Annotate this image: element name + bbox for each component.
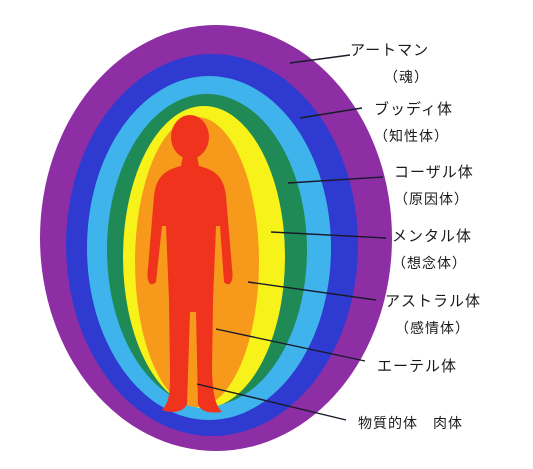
label-mental-name: メンタル体: [392, 227, 472, 245]
label-etheric-name: エーテル体: [377, 357, 457, 375]
leader-causal: [287, 176, 384, 184]
leader-lines: [196, 54, 387, 421]
leader-atman: [289, 54, 351, 64]
human-silhouette: [147, 115, 233, 413]
label-causal-sub: （原因体）: [394, 192, 469, 208]
leader-etheric: [215, 328, 366, 362]
layer-labels: アートマン （魂） ブッディ体 （知性体） コーザル体 （原因体） メンタル体 …: [350, 41, 481, 432]
leader-mental: [270, 231, 387, 239]
label-astral-sub: （感情体）: [395, 320, 470, 337]
label-physical-name: 物質的体 肉体: [358, 416, 463, 432]
label-buddhi-name: ブッディ体: [374, 100, 453, 118]
silhouette-head: [171, 115, 209, 159]
label-astral-name: アストラル体: [385, 292, 481, 310]
label-causal-name: コーザル体: [394, 163, 474, 181]
silhouette-body: [147, 156, 233, 413]
label-atman-name: アートマン: [350, 41, 429, 59]
label-atman-sub: （魂）: [384, 70, 429, 86]
leader-physical: [196, 383, 347, 421]
aura-layers: [40, 25, 392, 451]
label-mental-sub: （想念体）: [392, 255, 467, 272]
leader-astral: [247, 281, 377, 301]
leader-buddhi: [299, 107, 363, 119]
label-buddhi-sub: （知性体）: [374, 128, 449, 145]
